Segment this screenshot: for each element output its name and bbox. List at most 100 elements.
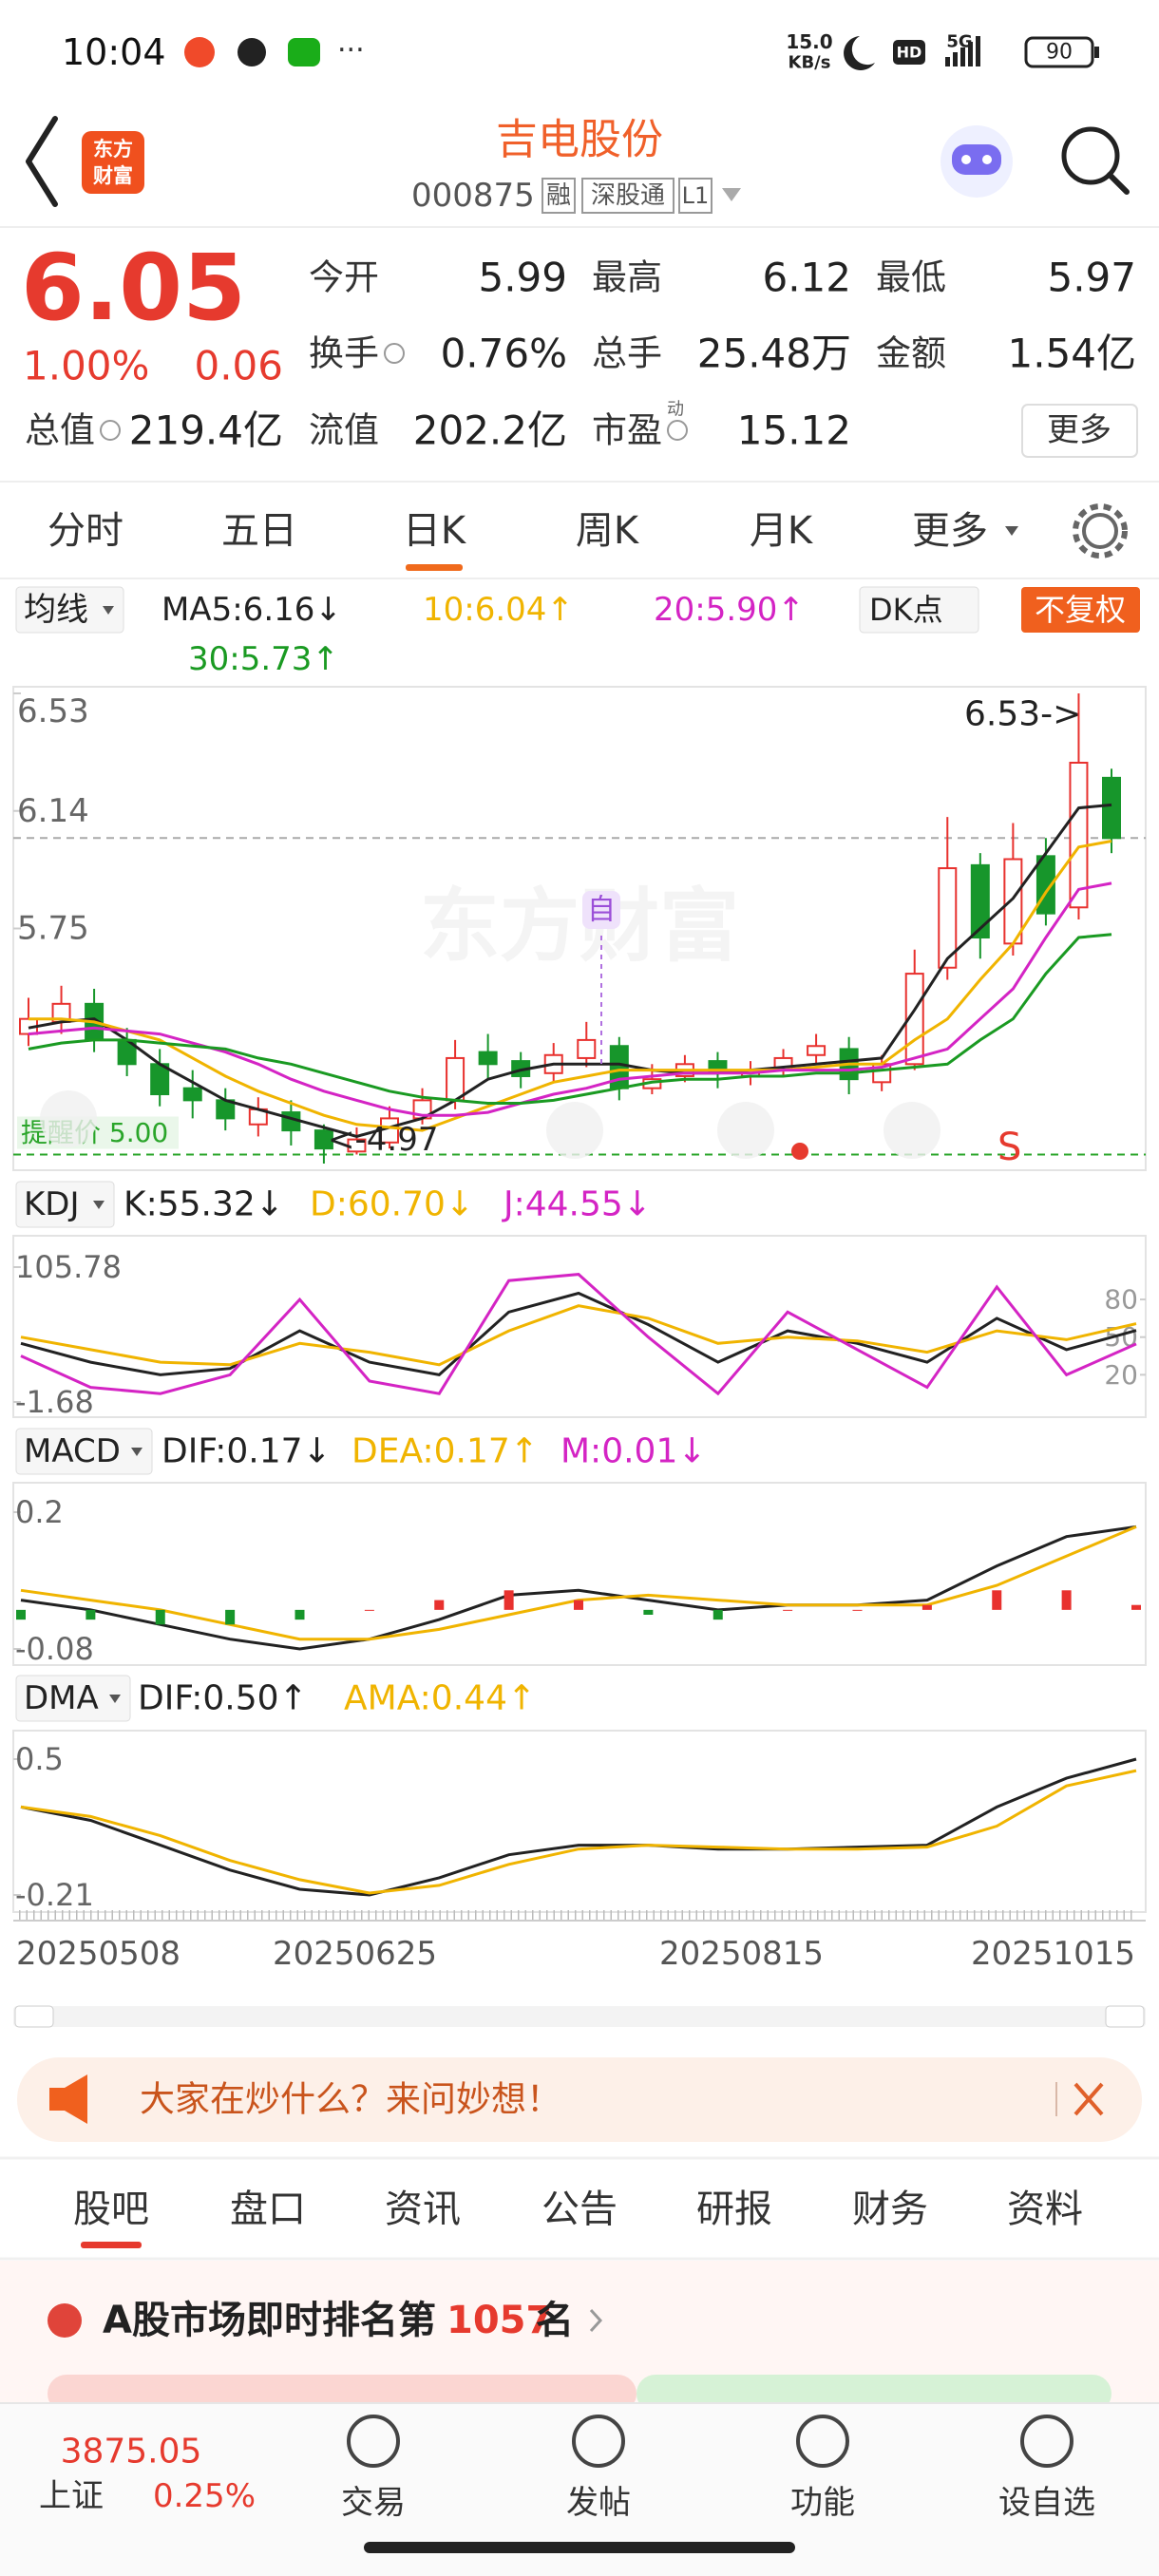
stock-tag: L1: [682, 182, 710, 209]
nav-label[interactable]: 设自选: [998, 2484, 1095, 2522]
histogram-bar: [852, 1609, 863, 1611]
section-tab[interactable]: 资讯: [385, 2188, 461, 2231]
section-tab[interactable]: 研报: [696, 2188, 772, 2231]
nav-button[interactable]: [546, 1102, 603, 1159]
adjust-button[interactable]: [1021, 587, 1140, 633]
net-speed: 15.0: [786, 30, 832, 53]
field-label: 换手: [309, 333, 379, 374]
y-tick-label: 6.53: [17, 692, 89, 730]
histogram-bar: [574, 1600, 583, 1610]
banner-close[interactable]: [1074, 2082, 1104, 2116]
nav-icon: [347, 2415, 400, 2468]
candle-body: [807, 1045, 826, 1056]
nav-label[interactable]: 功能: [790, 2484, 855, 2522]
histogram-bar: [643, 1609, 654, 1615]
back-button[interactable]: [26, 116, 58, 207]
banner-text: 大家在炒什么？来问妙想！: [140, 2079, 561, 2120]
chart-frame: [12, 1235, 1147, 1418]
scroll-handle[interactable]: [14, 2005, 54, 2028]
x-tick-label: 20251015: [971, 1935, 1135, 1973]
info-icon: [384, 343, 405, 364]
y-tick-label: 0.2: [15, 1494, 64, 1530]
ranking-icon: [48, 2303, 82, 2338]
ma-line: [28, 933, 1112, 1105]
candle-body: [478, 1051, 498, 1066]
status-icon: [288, 38, 320, 66]
section-tab[interactable]: 盘口: [230, 2188, 306, 2231]
nav-label[interactable]: 发帖: [566, 2484, 631, 2522]
avatar-eye: [961, 155, 971, 164]
section-tabs: 股吧 盘口 资讯 公告 研报 财务 资料: [73, 2188, 1083, 2248]
indicator-line: [20, 1769, 1137, 1895]
dropdown-icon: [103, 606, 114, 615]
period-tab[interactable]: 周K: [576, 509, 640, 553]
nav-button[interactable]: [884, 1102, 940, 1159]
section-tab[interactable]: 财务: [852, 2188, 928, 2231]
stock-tag: 深股通: [591, 181, 665, 210]
dk-button[interactable]: [859, 586, 979, 634]
indicator-select[interactable]: [15, 1181, 115, 1228]
annotation: S: [998, 1126, 1021, 1169]
tag-box: [581, 178, 674, 214]
period-tab[interactable]: 月K: [750, 509, 814, 553]
legend-entry: M:0.01↓: [560, 1432, 707, 1471]
candle-body: [1069, 761, 1089, 909]
nav-label[interactable]: 交易: [341, 2484, 406, 2522]
section-tab[interactable]: 股吧: [73, 2188, 149, 2231]
banner[interactable]: [17, 2057, 1142, 2142]
ranking-prefix: A股市场即时排名第: [103, 2299, 436, 2342]
ranking-number[interactable]: 1057: [446, 2299, 552, 2342]
y2-tick-label: 20: [1104, 1359, 1138, 1391]
status-icon: [184, 37, 215, 67]
tag-box: [542, 178, 576, 214]
nav-button[interactable]: [717, 1102, 774, 1159]
home-indicator: [364, 2542, 795, 2553]
field-label: 最低: [876, 257, 946, 298]
nav-button[interactable]: [40, 1090, 97, 1147]
indicator-select[interactable]: [15, 1675, 131, 1722]
section-tab[interactable]: 公告: [542, 2188, 618, 2231]
field-label: 总手: [592, 333, 662, 374]
scroll-handle[interactable]: [1105, 2005, 1145, 2028]
legend-entry: 20:5.90↑: [654, 591, 805, 629]
nav-icon: [572, 2415, 625, 2468]
stock-code: 000875: [411, 177, 535, 215]
dropdown-icon: [93, 1201, 104, 1209]
field-value: 1.54亿: [1007, 331, 1136, 377]
search-handle: [1107, 172, 1130, 195]
indicator-select[interactable]: [15, 586, 124, 634]
period-tab[interactable]: 分时: [48, 509, 124, 553]
x-tick-label: 20250508: [16, 1935, 180, 1973]
histogram-bar: [225, 1609, 236, 1625]
candle-body: [938, 867, 958, 969]
status-time: 10:04: [62, 31, 166, 73]
nav-items: 交易 发帖 功能 设自选: [341, 2415, 1095, 2522]
field-value: 25.48万: [697, 331, 851, 377]
adjust-button-text: 不复权: [1035, 592, 1126, 628]
period-tab[interactable]: 五日: [221, 509, 297, 553]
candle-body: [446, 1056, 466, 1102]
period-tab[interactable]: 日K: [403, 509, 467, 553]
quote-fields: 今开 5.99 最高 6.12 最低 5.97 换手 0.76% 总手 25.48万 金额 1.54亿…: [25, 255, 1136, 454]
ma-line: [28, 840, 1112, 1132]
ma-line: [28, 803, 1112, 1138]
section-tab[interactable]: 资料: [1007, 2188, 1083, 2231]
scroll-track[interactable]: [13, 2006, 1146, 2027]
y-tick-label: 5.75: [17, 910, 89, 948]
app-logo[interactable]: [82, 131, 144, 194]
search-icon[interactable]: [1061, 126, 1120, 185]
dropdown-icon[interactable]: [722, 188, 741, 201]
candle-body: [347, 1138, 367, 1153]
field-label: 流值: [309, 410, 379, 451]
histogram-bar: [1131, 1604, 1141, 1610]
dropdown-icon: [131, 1448, 142, 1456]
histogram-bar: [992, 1590, 1002, 1610]
settings-icon[interactable]: [1082, 513, 1118, 549]
indicator-select[interactable]: [15, 1428, 153, 1475]
index-value[interactable]: 3875.05: [61, 2433, 202, 2472]
period-tab[interactable]: 更多: [912, 509, 988, 553]
legend-entry: DEA:0.17↑: [352, 1432, 539, 1471]
more-button[interactable]: [1021, 404, 1138, 458]
legend-entry: J:44.55↓: [502, 1185, 652, 1224]
